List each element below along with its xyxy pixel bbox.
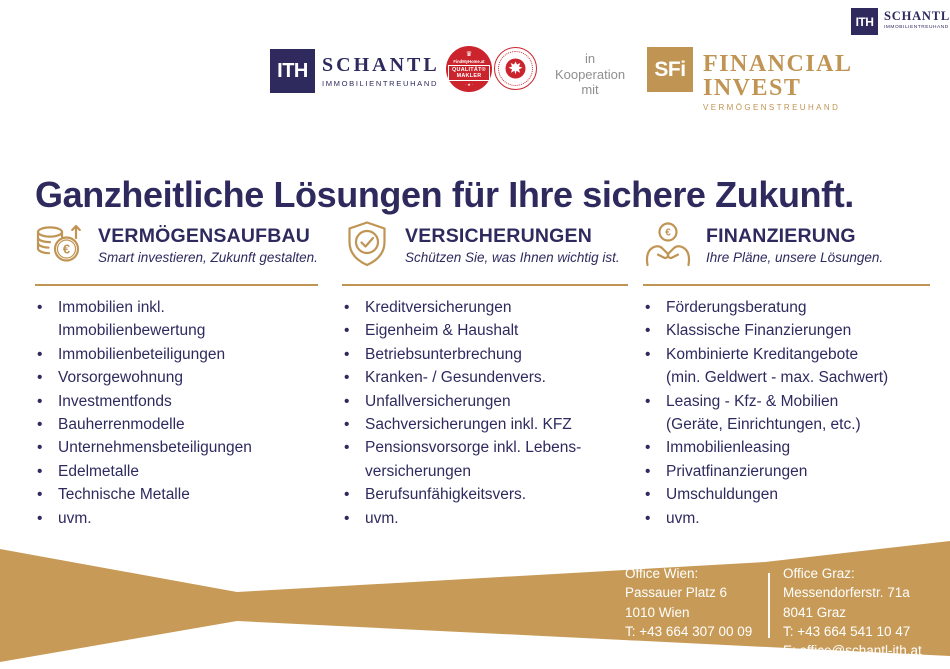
corner-schantl-logo: ITH SCHANTL IMMOBILIENTREUHAND (851, 8, 950, 35)
list-item: Technische Metalle (35, 483, 318, 507)
badge-top-text: FindMyHome.at (453, 58, 485, 64)
coins-growth-icon: € (36, 224, 81, 262)
section-divider (35, 284, 318, 286)
office-title: Office Wien: (625, 566, 699, 581)
office-address-line: Messendorferstr. 71a (783, 585, 910, 601)
list-item: Immobilienbeteiligungen (35, 343, 318, 367)
section-title: VERMÖGENSAUFBAU (98, 225, 311, 247)
office-address-line: Passauer Platz 6 (625, 585, 728, 601)
section-list: Förderungsberatung Klassische Finanzieru… (643, 296, 930, 530)
section-divider (342, 284, 628, 286)
list-item: Bauherrenmodelle (35, 413, 318, 437)
list-item: Kranken- / Gesundenvers. (342, 366, 628, 390)
list-item: uvm. (643, 507, 930, 531)
list-item: Kombinierte Kreditangebote (min. Geldwer… (643, 343, 930, 390)
sfi-brand-subtitle: VERMÖGENSTREUHAND (703, 103, 841, 112)
crown-icon: ♛ (465, 50, 473, 58)
office-phone: T: +43 664 541 10 47 (783, 623, 911, 639)
svg-text:€: € (63, 242, 70, 257)
list-item: Förderungsberatung (643, 296, 930, 320)
list-item: Sachversicherungen inkl. KFZ (342, 413, 628, 437)
list-item: Edelmetalle (35, 460, 318, 484)
schantl-brand-name: SCHANTL (322, 54, 440, 76)
office-wien-block: Office Wien: Passauer Platz 6 1010 Wien … (625, 564, 770, 660)
list-item: Unternehmensbeteiligungen (35, 436, 318, 460)
sfi-monogram-icon: SFi (647, 47, 693, 92)
list-item: Vorsorgewohnung (35, 366, 318, 390)
content-columns: € VERMÖGENSAUFBAU Smart investieren, Zuk… (35, 219, 930, 530)
schantl-brand-subtitle: IMMOBILIENTREUHAND (322, 79, 439, 88)
list-item: Eigenheim & Haushalt (342, 319, 628, 343)
list-item: Betriebsunterbrechung (342, 343, 628, 367)
section-list: Immobilien inkl. Immobilienbewertung Imm… (35, 296, 318, 530)
list-item: Unfallversicherungen (342, 390, 628, 414)
badge-stars: · ★ · (464, 82, 474, 88)
quality-makler-badge: ♛ FindMyHome.at QUALITÄT® MAKLER · ★ · (446, 46, 492, 92)
shield-check-icon (348, 221, 386, 267)
list-item: uvm. (35, 507, 318, 531)
list-item: Kreditversicherungen (342, 296, 628, 320)
office-email: E: office@sfi-invest.com (625, 643, 770, 659)
list-item: Immobilien inkl. Immobilienbewertung (35, 296, 318, 343)
list-item: Umschuldungen (643, 483, 930, 507)
list-item: Berufsunfähigkeitsvers. (342, 483, 628, 507)
hands-euro-icon: € (645, 222, 691, 267)
badge-line1: QUALITÄT® (452, 67, 486, 74)
office-address-line: 8041 Graz (783, 604, 847, 620)
office-title: Office Graz: (783, 566, 855, 581)
list-item: uvm. (342, 507, 628, 531)
office-email: E: office@schantl-ith.at (783, 643, 922, 659)
badge-line2: MAKLER (456, 73, 482, 80)
office-graz-block: Office Graz: Messendorferstr. 71a 8041 G… (783, 564, 922, 660)
section-subtitle: Smart investieren, Zukunft gestalten. (98, 250, 318, 265)
list-item: Privatfinanzierungen (643, 460, 930, 484)
badge-text-ring (498, 51, 533, 86)
austrian-eagle-badge (494, 47, 537, 90)
office-phone: T: +43 664 307 00 09 (625, 623, 753, 639)
ith-monogram-icon: ITH (270, 49, 315, 93)
sfi-brand-name: FINANCIAL INVEST (703, 51, 852, 101)
corner-brand-name: SCHANTL (884, 9, 950, 23)
list-item: Investmentfonds (35, 390, 318, 414)
section-title: FINANZIERUNG (706, 225, 856, 247)
cooperation-text: in Kooperation mit (554, 51, 626, 97)
section-subtitle: Schützen Sie, was Ihnen wichtig ist. (405, 250, 620, 265)
schantl-logo: SCHANTL IMMOBILIENTREUHAND (322, 55, 440, 88)
ith-monogram-icon: ITH (851, 8, 878, 35)
list-item: Leasing - Kfz- & Mobilien (Geräte, Einri… (643, 390, 930, 437)
footer-divider (768, 573, 770, 638)
page-title: Ganzheitliche Lösungen für Ihre sichere … (35, 174, 854, 216)
eagle-icon (505, 58, 526, 79)
section-finanzierung: € FINANZIERUNG Ihre Pläne, unsere Lösung… (643, 219, 930, 530)
section-vermoegensaufbau: € VERMÖGENSAUFBAU Smart investieren, Zuk… (35, 219, 318, 530)
list-item: Klassische Finanzierungen (643, 319, 930, 343)
list-item: Pensionsvorsorge inkl. Lebens- versicher… (342, 436, 628, 483)
svg-text:€: € (665, 228, 671, 239)
financial-invest-logo: FINANCIAL INVEST VERMÖGENSTREUHAND (703, 52, 950, 112)
list-item: Immobilienleasing (643, 436, 930, 460)
section-divider (643, 284, 930, 286)
office-address-line: 1010 Wien (625, 604, 690, 620)
section-subtitle: Ihre Pläne, unsere Lösungen. (706, 250, 884, 265)
section-title: VERSICHERUNGEN (405, 225, 592, 247)
corner-brand-subtitle: IMMOBILIENTREUHAND (884, 25, 949, 30)
section-versicherungen: VERSICHERUNGEN Schützen Sie, was Ihnen w… (342, 219, 628, 530)
section-list: Kreditversicherungen Eigenheim & Haushal… (342, 296, 628, 530)
